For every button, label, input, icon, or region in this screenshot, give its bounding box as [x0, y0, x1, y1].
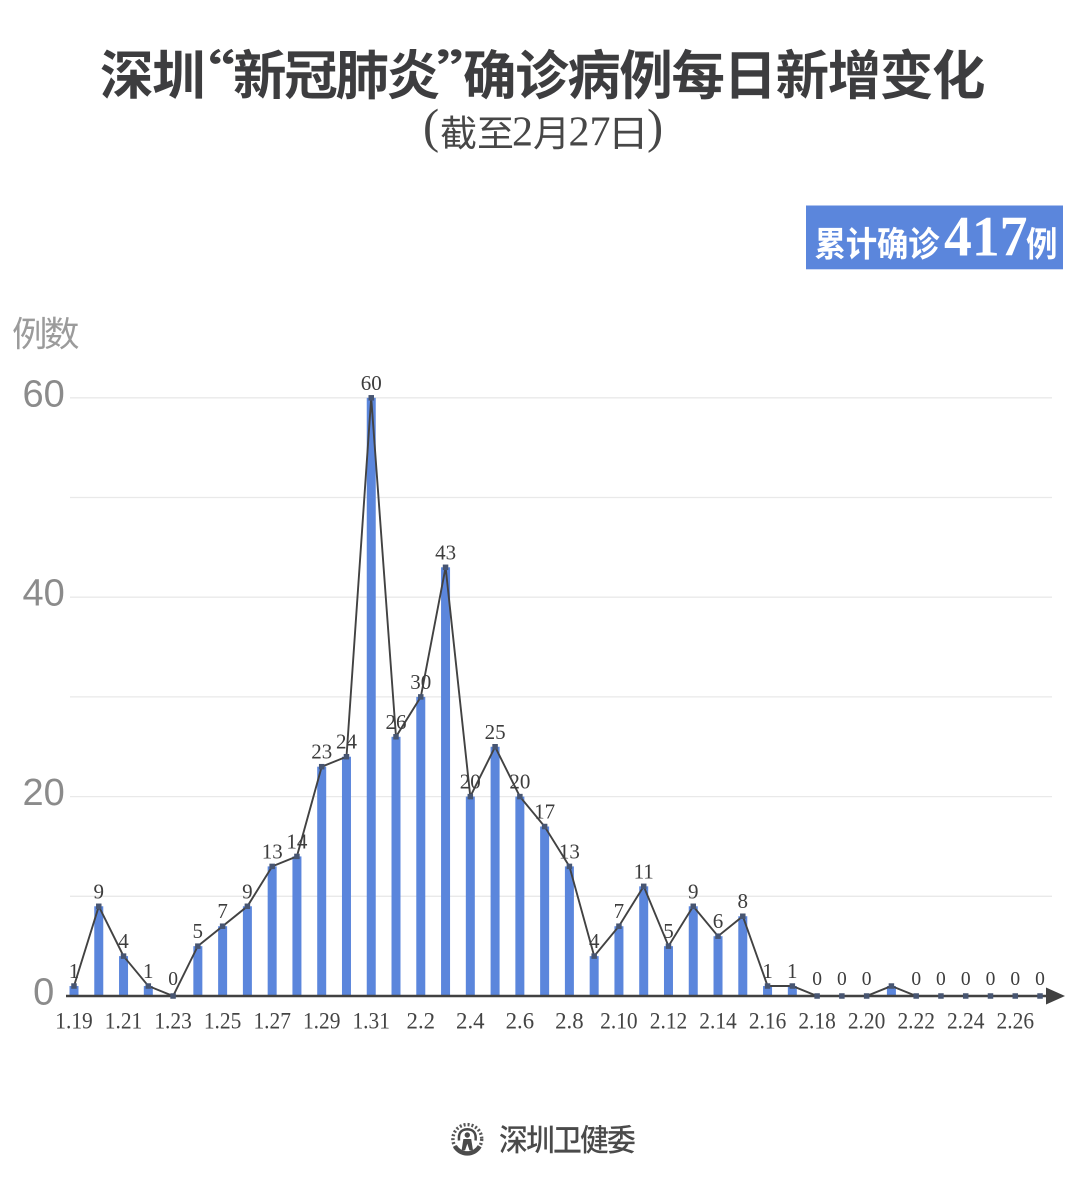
svg-text:60: 60 [23, 373, 65, 415]
svg-text:1.31: 1.31 [352, 1009, 390, 1035]
svg-text:0: 0 [1010, 969, 1020, 990]
svg-text:60: 60 [361, 371, 382, 395]
svg-text:7: 7 [614, 899, 625, 923]
svg-text:1.19: 1.19 [55, 1009, 93, 1035]
svg-text:0: 0 [936, 969, 946, 990]
svg-text:6: 6 [713, 909, 724, 933]
svg-text:2.16: 2.16 [749, 1009, 787, 1035]
svg-text:1.23: 1.23 [154, 1009, 192, 1035]
svg-text:40: 40 [23, 573, 65, 615]
svg-text:2.14: 2.14 [699, 1009, 737, 1035]
svg-text:4: 4 [589, 929, 600, 953]
svg-text:5: 5 [193, 919, 204, 943]
svg-text:1: 1 [762, 959, 773, 983]
svg-text:20: 20 [460, 770, 481, 794]
svg-text:0: 0 [911, 969, 921, 990]
svg-text:8: 8 [738, 889, 749, 913]
svg-text:): ) [647, 101, 663, 154]
svg-text:43: 43 [435, 540, 456, 564]
svg-text:11: 11 [634, 859, 654, 883]
svg-text:2.22: 2.22 [897, 1009, 935, 1035]
svg-text:1: 1 [143, 959, 154, 983]
svg-text:9: 9 [242, 879, 253, 903]
svg-text:25: 25 [485, 720, 506, 744]
svg-text:1.25: 1.25 [204, 1009, 242, 1035]
svg-text:13: 13 [262, 839, 283, 863]
svg-text:2.10: 2.10 [600, 1009, 638, 1035]
svg-text:2.2: 2.2 [407, 1009, 436, 1035]
svg-text:27: 27 [569, 109, 611, 155]
svg-text:0: 0 [986, 969, 996, 990]
svg-text:20: 20 [23, 772, 65, 814]
svg-text:13: 13 [559, 839, 580, 863]
svg-text:0: 0 [33, 972, 54, 1014]
svg-text:1: 1 [69, 959, 80, 983]
svg-text:2.8: 2.8 [555, 1009, 584, 1035]
svg-text:5: 5 [663, 919, 674, 943]
svg-text:1.27: 1.27 [253, 1009, 291, 1035]
svg-text:2.6: 2.6 [506, 1009, 535, 1035]
svg-text:9: 9 [688, 879, 699, 903]
svg-text:17: 17 [534, 800, 555, 824]
svg-text:30: 30 [410, 670, 431, 694]
svg-text:4: 4 [118, 929, 129, 953]
svg-text:7: 7 [217, 899, 228, 923]
svg-text:0: 0 [837, 969, 847, 990]
svg-text:0: 0 [961, 969, 971, 990]
svg-text:23: 23 [311, 740, 332, 764]
svg-text:2.26: 2.26 [997, 1009, 1035, 1035]
svg-text:2.24: 2.24 [947, 1009, 985, 1035]
svg-text:14: 14 [286, 829, 308, 853]
svg-text:1.21: 1.21 [105, 1009, 143, 1035]
svg-text:0: 0 [1035, 969, 1045, 990]
svg-text:2: 2 [512, 109, 533, 155]
svg-text:2.4: 2.4 [456, 1009, 485, 1035]
svg-text:(: ( [423, 101, 439, 154]
svg-text:26: 26 [386, 710, 407, 734]
svg-text:2.18: 2.18 [798, 1009, 836, 1035]
svg-text:2.20: 2.20 [848, 1009, 886, 1035]
svg-text:0: 0 [812, 969, 822, 990]
svg-text:417: 417 [944, 206, 1028, 269]
svg-text:0: 0 [168, 969, 178, 990]
svg-text:1: 1 [787, 959, 798, 983]
svg-text:1.29: 1.29 [303, 1009, 341, 1035]
svg-text:2.12: 2.12 [650, 1009, 688, 1035]
svg-text:0: 0 [862, 969, 872, 990]
svg-text:9: 9 [94, 879, 105, 903]
svg-text:24: 24 [336, 730, 358, 754]
svg-text:20: 20 [509, 770, 530, 794]
